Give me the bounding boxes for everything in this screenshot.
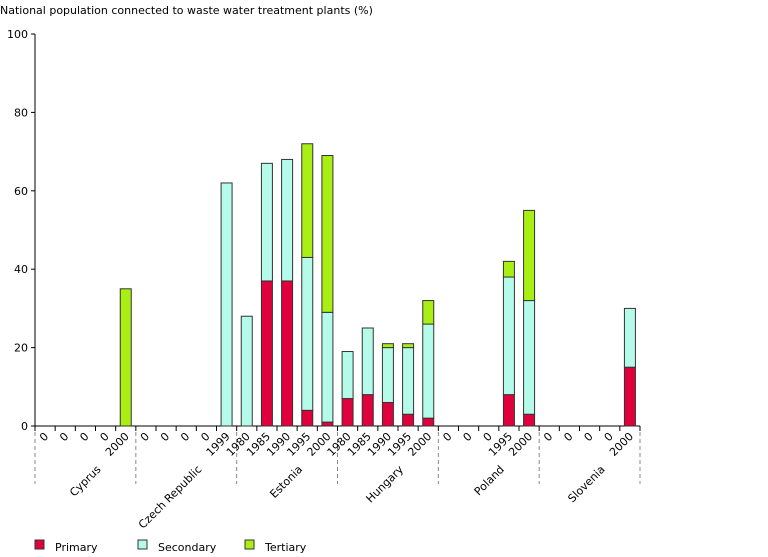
bar-primary [502, 394, 515, 427]
bar-primary [523, 413, 536, 427]
bar-primary [422, 417, 435, 427]
bar-tertiary [523, 209, 536, 302]
bar-secondary [281, 158, 294, 282]
bar-secondary [523, 300, 536, 415]
y-tick-label: 20 [14, 342, 28, 355]
bar-tertiary [422, 300, 435, 325]
bar-secondary [260, 162, 273, 282]
legend-swatch-tertiary [244, 539, 255, 550]
x-tick-label: 0 [178, 430, 192, 444]
bar-primary [381, 401, 394, 427]
y-tick-label: 60 [14, 185, 28, 198]
bar-secondary [502, 276, 515, 396]
chart-title: National population connected to waste w… [0, 4, 373, 17]
x-tick-label: 2000 [506, 430, 535, 459]
bar-tertiary [402, 343, 415, 349]
legend-label-tertiary: Tertiary [264, 541, 307, 553]
group-label: Cyprus [67, 463, 104, 500]
legend-swatch-secondary [137, 539, 148, 550]
x-tick-label: 0 [561, 430, 575, 444]
x-tick-label: 0 [77, 430, 91, 444]
x-tick-label: 0 [138, 430, 152, 444]
group-label: Estonia [267, 463, 305, 501]
bar-secondary [623, 307, 636, 368]
bar-primary [260, 280, 273, 427]
group-label: Slovenia [565, 463, 607, 505]
y-tick-label: 40 [14, 263, 28, 276]
group-label: Czech Republic [136, 463, 204, 531]
bar-primary [402, 413, 415, 427]
group-label: Poland [472, 463, 507, 498]
bar-secondary [402, 347, 415, 415]
x-tick-label: 0 [582, 430, 596, 444]
x-tick-label: 2000 [607, 430, 636, 459]
y-tick-label: 100 [7, 28, 28, 41]
bar-tertiary [119, 288, 132, 427]
x-tick-label: 0 [440, 430, 454, 444]
x-tick-label: 0 [57, 430, 71, 444]
bar-tertiary [301, 143, 314, 258]
bar-secondary [422, 323, 435, 419]
bar-secondary [361, 327, 374, 396]
bar-secondary [381, 347, 394, 403]
bar-primary [301, 409, 314, 427]
bar-tertiary [381, 343, 394, 349]
bar-secondary [301, 256, 314, 411]
x-tick-label: 2000 [405, 430, 434, 459]
x-tick-label: 2000 [103, 430, 132, 459]
bar-primary [281, 280, 294, 427]
bar-primary [361, 394, 374, 427]
legend-label-secondary: Secondary [158, 541, 217, 553]
bar-primary [341, 398, 354, 427]
y-tick-label: 80 [14, 106, 28, 119]
bar-secondary [220, 182, 233, 427]
legend-swatch-primary [34, 539, 45, 550]
bar-tertiary [502, 260, 515, 278]
bar-secondary [341, 351, 354, 400]
bar-primary [321, 421, 334, 427]
bar-secondary [321, 311, 334, 423]
bar-tertiary [321, 155, 334, 313]
legend-label-primary: Primary [55, 541, 98, 553]
bar-primary [623, 366, 636, 427]
x-tick-label: 0 [461, 430, 475, 444]
y-tick-label: 0 [21, 420, 28, 433]
x-tick-label: 0 [541, 430, 555, 444]
bar-secondary [240, 315, 253, 427]
group-label: Hungary [364, 463, 407, 506]
x-tick-label: 0 [37, 430, 51, 444]
x-tick-label: 0 [158, 430, 172, 444]
